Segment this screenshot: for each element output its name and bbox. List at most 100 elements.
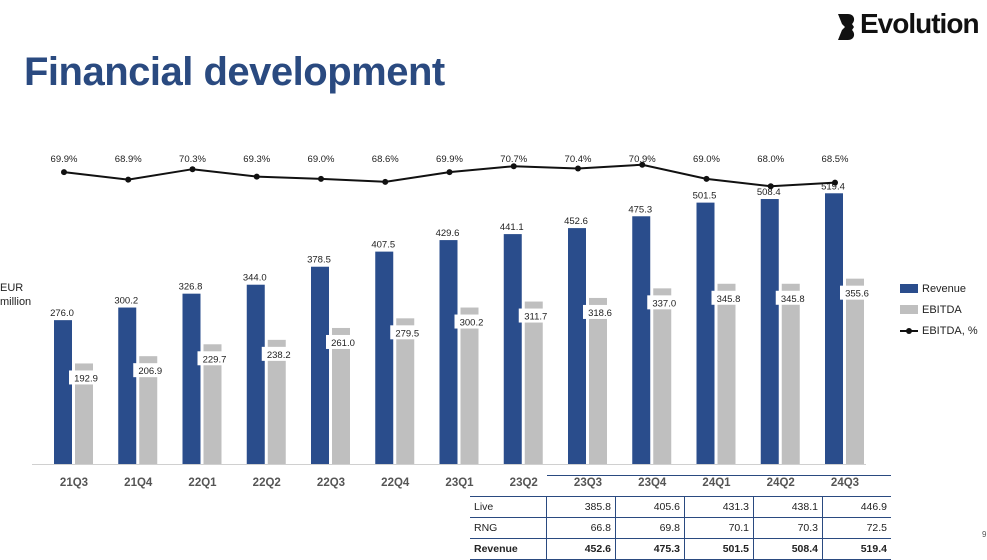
ebitda-data-label: 318.6 — [588, 308, 612, 319]
legend-swatch-margin — [900, 326, 918, 335]
ebitda-margin-point — [767, 183, 774, 190]
ebitda-margin-point — [125, 176, 132, 183]
ebitda-margin-label: 68.0% — [757, 154, 784, 165]
revenue-data-label: 441.1 — [500, 222, 524, 233]
ebitda-label-bg — [518, 308, 553, 323]
ebitda-label-bg — [326, 334, 360, 349]
ebitda-margin-label: 70.3% — [179, 154, 206, 165]
unit-label: EUR million — [0, 281, 31, 309]
revenue-label-bg — [431, 225, 464, 240]
revenue-label-bg — [46, 305, 78, 320]
ebitda-bar — [203, 344, 222, 464]
revenue-label-bg — [624, 201, 657, 216]
ebitda-data-label: 311.7 — [524, 312, 547, 323]
ebitda-label-bg — [711, 290, 746, 305]
ebitda-margin-point — [61, 169, 67, 176]
table-cell: 519.4 — [822, 538, 891, 560]
revenue-bar — [503, 234, 522, 464]
x-tick-label: 24Q3 — [831, 477, 859, 489]
ebitda-label-bg — [840, 285, 874, 300]
table-cell: 475.3 — [615, 538, 685, 560]
ebitda-label-bg — [647, 295, 682, 310]
table-row-label: Live — [470, 496, 547, 518]
table-cell: 508.4 — [753, 538, 823, 560]
revenue-data-label: 501.5 — [693, 191, 717, 202]
x-tick-label: 22Q2 — [253, 477, 281, 489]
x-tick-label: 23Q4 — [638, 477, 667, 489]
evolution-logo-icon — [838, 14, 855, 40]
table-cell: 452.6 — [546, 538, 616, 560]
ebitda-margin-point — [318, 175, 324, 182]
ebitda-margin-label: 69.9% — [51, 154, 78, 165]
table-cell: 69.8 — [615, 517, 685, 539]
ebitda-bar — [524, 301, 543, 464]
table-cell: 70.1 — [684, 517, 754, 539]
ebitda-bar — [396, 318, 415, 464]
revenue-data-label: 508.4 — [757, 187, 781, 198]
revenue-label-bg — [688, 187, 721, 202]
ebitda-data-label: 300.2 — [460, 318, 484, 329]
ebitda-label-bg — [454, 314, 489, 329]
ebitda-margin-point — [832, 179, 838, 186]
ebitda-bar — [717, 283, 736, 464]
ebitda-bar — [332, 327, 350, 464]
ebitda-margin-label: 69.3% — [243, 154, 270, 165]
revenue-data-label: 326.8 — [179, 282, 203, 293]
table-cell: 405.6 — [615, 496, 685, 518]
x-tick-label: 23Q2 — [510, 477, 538, 489]
ebitda-data-label: 261.0 — [331, 338, 355, 349]
revenue-label-bg — [303, 251, 335, 266]
ebitda-bar — [460, 307, 479, 464]
revenue-bar — [696, 202, 715, 464]
x-tick-label: 21Q4 — [124, 477, 153, 489]
ebitda-data-label: 192.9 — [74, 373, 98, 384]
ebitda-margin-label: 70.4% — [565, 154, 592, 165]
x-tick-label: 24Q1 — [702, 477, 731, 489]
page-title: Financial development — [24, 50, 445, 94]
revenue-bar — [375, 251, 394, 464]
ebitda-margin-point — [639, 161, 646, 168]
x-tick-label: 21Q3 — [60, 477, 88, 489]
table-cell: 501.5 — [684, 538, 754, 560]
revenue-bar — [54, 320, 72, 464]
ebitda-data-label: 279.5 — [395, 328, 419, 339]
legend-swatch-revenue — [900, 284, 918, 293]
revenue-label-bg — [817, 178, 849, 193]
revenue-label-bg — [752, 184, 785, 199]
legend-item-ebitda: EBITDA — [900, 299, 978, 320]
ebitda-margin-point — [189, 166, 196, 173]
ebitda-label-bg — [197, 351, 232, 366]
revenue-bar — [439, 240, 458, 464]
ebitda-margin-point — [510, 163, 517, 170]
table-cell: 385.8 — [546, 496, 616, 518]
revenue-bar — [568, 228, 586, 464]
revenue-data-label: 378.5 — [307, 255, 331, 266]
ebitda-margin-point — [382, 178, 389, 185]
revenue-data-label: 519.4 — [821, 181, 845, 192]
ebitda-bar — [589, 297, 607, 464]
table-cell: 66.8 — [546, 517, 616, 539]
ebitda-margin-label: 69.0% — [308, 154, 335, 165]
chart-legend: Revenue EBITDA EBITDA, % — [900, 278, 978, 341]
revenue-label-bg — [367, 236, 400, 251]
evolution-logo: Evolution — [836, 8, 986, 44]
table-row: RNG 66.8 69.8 70.1 70.3 72.5 — [470, 517, 891, 539]
ebitda-data-label: 355.6 — [845, 289, 869, 300]
ebitda-data-label: 337.0 — [652, 298, 676, 309]
revenue-label-bg — [238, 269, 271, 284]
revenue-data-label: 452.6 — [564, 216, 588, 227]
ebitda-label-bg — [261, 346, 296, 361]
ebitda-data-label: 229.7 — [203, 354, 227, 365]
ebitda-margin-point — [446, 169, 453, 176]
revenue-data-label: 300.2 — [114, 296, 138, 307]
logo-text: Evolution — [860, 8, 980, 39]
revenue-bar — [246, 284, 265, 464]
ebitda-data-label: 238.2 — [267, 350, 291, 361]
ebitda-label-bg — [133, 363, 168, 378]
table-row-label: RNG — [470, 517, 547, 539]
ebitda-bar — [846, 278, 864, 464]
ebitda-margin-point — [575, 165, 581, 172]
legend-label-ebitda: EBITDA — [922, 303, 962, 316]
revenue-bar — [632, 216, 651, 464]
revenue-bar — [118, 307, 137, 464]
